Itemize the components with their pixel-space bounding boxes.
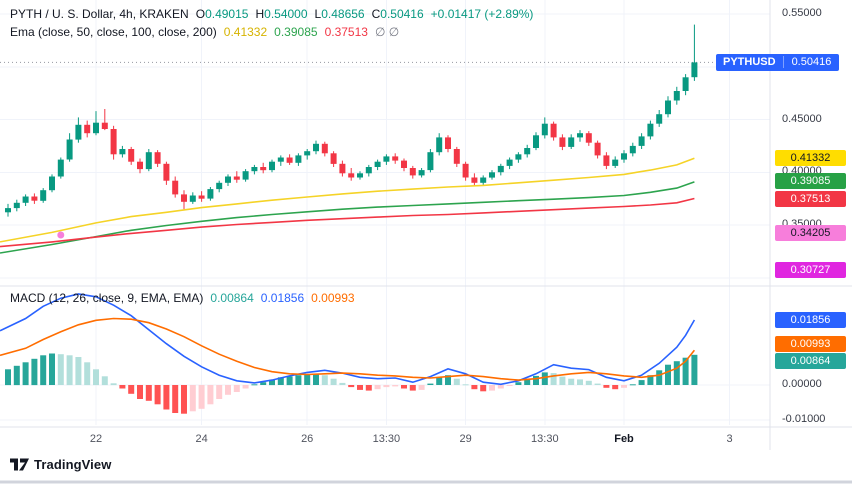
low-ohlc: L 0.48656 <box>315 7 365 21</box>
tradingview-logo-text: TradingView <box>34 457 112 472</box>
ema100-value: 0.39085 <box>274 25 318 39</box>
macd-line-value: 0.01856 <box>260 291 305 305</box>
close-label: C <box>371 7 381 21</box>
high-label: H <box>255 7 265 21</box>
macd-label: MACD (12, 26, close, 9, EMA, EMA) <box>10 291 204 305</box>
badge-price: 0.50416 <box>782 56 840 69</box>
close-ohlc: C 0.50416 <box>372 7 424 21</box>
last-price-badge: PYTHUSD 0.50416 <box>716 53 840 71</box>
ema-label: Ema (close, 50, close, 100, close, 200) <box>10 25 217 39</box>
symbol-title: PYTH / U. S. Dollar, 4h, KRAKEN <box>10 7 189 21</box>
ema200-value: 0.37513 <box>324 25 368 39</box>
ema50-value: 0.41332 <box>223 25 268 39</box>
ema-legend[interactable]: Ema (close, 50, close, 100, close, 200) … <box>10 25 399 39</box>
open-ohlc: O 0.49015 <box>196 7 249 21</box>
macd-signal-value: 0.00993 <box>311 291 355 305</box>
macd-legend[interactable]: MACD (12, 26, close, 9, EMA, EMA) 0.0086… <box>10 291 355 305</box>
low-label: L <box>314 7 322 21</box>
tradingview-logo[interactable]: TradingView <box>10 457 111 472</box>
symbol-legend[interactable]: PYTH / U. S. Dollar, 4h, KRAKEN O 0.49015… <box>10 7 533 21</box>
ema-empty-inputs: ∅ ∅ <box>374 25 400 39</box>
open-label: O <box>195 7 206 21</box>
tradingview-logo-icon <box>10 458 29 471</box>
high-ohlc: H 0.54000 <box>255 7 307 21</box>
close-value: 0.50416 <box>380 7 424 21</box>
low-value: 0.48656 <box>321 7 365 21</box>
change-value: +0.01417 (+2.89%) <box>430 7 534 21</box>
badge-symbol: PYTHUSD <box>723 56 776 69</box>
high-value: 0.54000 <box>264 7 308 21</box>
open-value: 0.49015 <box>205 7 249 21</box>
macd-histogram-value: 0.00864 <box>210 291 254 305</box>
